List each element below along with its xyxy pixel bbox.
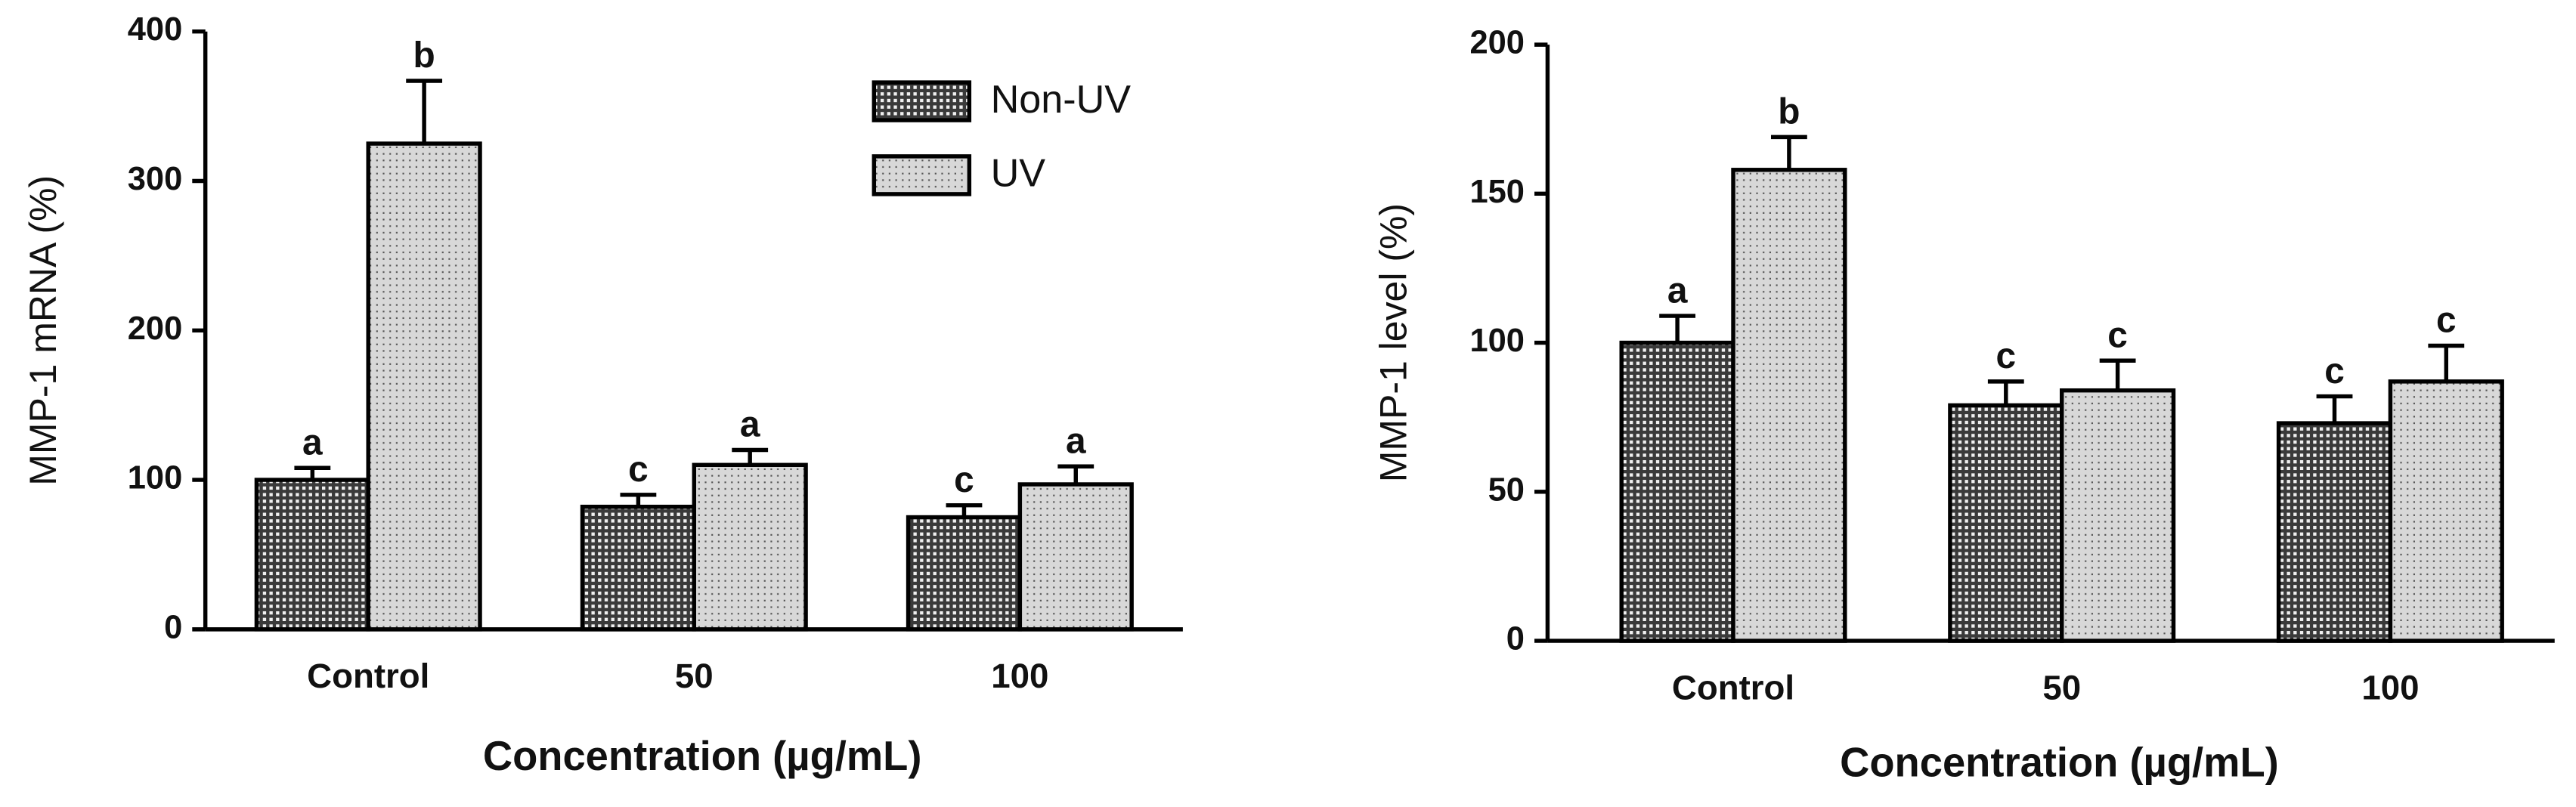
error-bar [620, 493, 657, 507]
bar [2059, 388, 2176, 643]
significance-label: a [1066, 421, 1086, 461]
y-tick-label: 150 [1469, 174, 1525, 210]
significance-label: a [1667, 271, 1688, 311]
significance-label: c [954, 460, 974, 500]
error-bar [1771, 134, 1807, 170]
x-tick-label: 100 [2361, 668, 2419, 707]
legend-label: Non-UV [991, 78, 1132, 122]
bar [692, 462, 808, 632]
x-axis-label: Concentration (µg/mL) [483, 733, 922, 779]
bar [254, 478, 370, 632]
y-tick-label: 200 [128, 311, 182, 347]
legend-swatch [872, 154, 972, 196]
error-bar [1987, 379, 2024, 406]
bar [1619, 340, 1735, 643]
x-tick-label: Control [1672, 668, 1794, 707]
error-bar [2428, 343, 2465, 382]
y-tick-label: 0 [1506, 621, 1525, 657]
significance-label: c [1996, 336, 2017, 376]
legend-label: UV [991, 152, 1046, 196]
error-bar [946, 502, 983, 518]
x-axis-label: Concentration (µg/mL) [1840, 740, 2279, 786]
error-bar [2099, 358, 2136, 391]
significance-label: c [2436, 301, 2457, 341]
error-bar [406, 79, 443, 144]
y-tick-label: 0 [164, 609, 182, 645]
legend-swatch [872, 80, 972, 122]
y-tick-label: 300 [128, 161, 182, 197]
error-bar [1057, 464, 1094, 484]
y-tick-label: 100 [128, 460, 182, 496]
significance-label: c [2324, 351, 2345, 391]
significance-label: c [2107, 315, 2128, 355]
significance-label: a [740, 405, 760, 445]
error-bar [732, 447, 769, 465]
y-tick-label: 100 [1469, 323, 1525, 359]
bar [906, 515, 1023, 632]
bar [366, 141, 482, 632]
bar [1017, 482, 1134, 632]
bar [2276, 421, 2393, 643]
significance-label: b [1778, 92, 1800, 132]
x-tick-label: 50 [675, 657, 714, 695]
bar [2388, 379, 2504, 643]
error-bar [2316, 394, 2353, 424]
bar [580, 504, 697, 632]
y-tick-label: 50 [1488, 472, 1525, 508]
y-tick-label: 200 [1469, 25, 1525, 61]
significance-label: a [302, 422, 323, 462]
x-tick-label: 100 [991, 657, 1048, 695]
y-axis-label: MMP-1 level (%) [1373, 203, 1415, 482]
significance-label: c [628, 450, 649, 490]
x-tick-label: Control [307, 657, 429, 695]
bar [1948, 403, 2064, 643]
x-tick-label: 50 [2042, 668, 2081, 707]
significance-label: b [413, 36, 435, 76]
bar [1731, 168, 1847, 643]
error-bar [294, 465, 331, 481]
y-tick-label: 400 [128, 11, 182, 48]
y-axis-label: MMP-1 mRNA (%) [22, 175, 64, 486]
error-bar [1659, 314, 1696, 343]
